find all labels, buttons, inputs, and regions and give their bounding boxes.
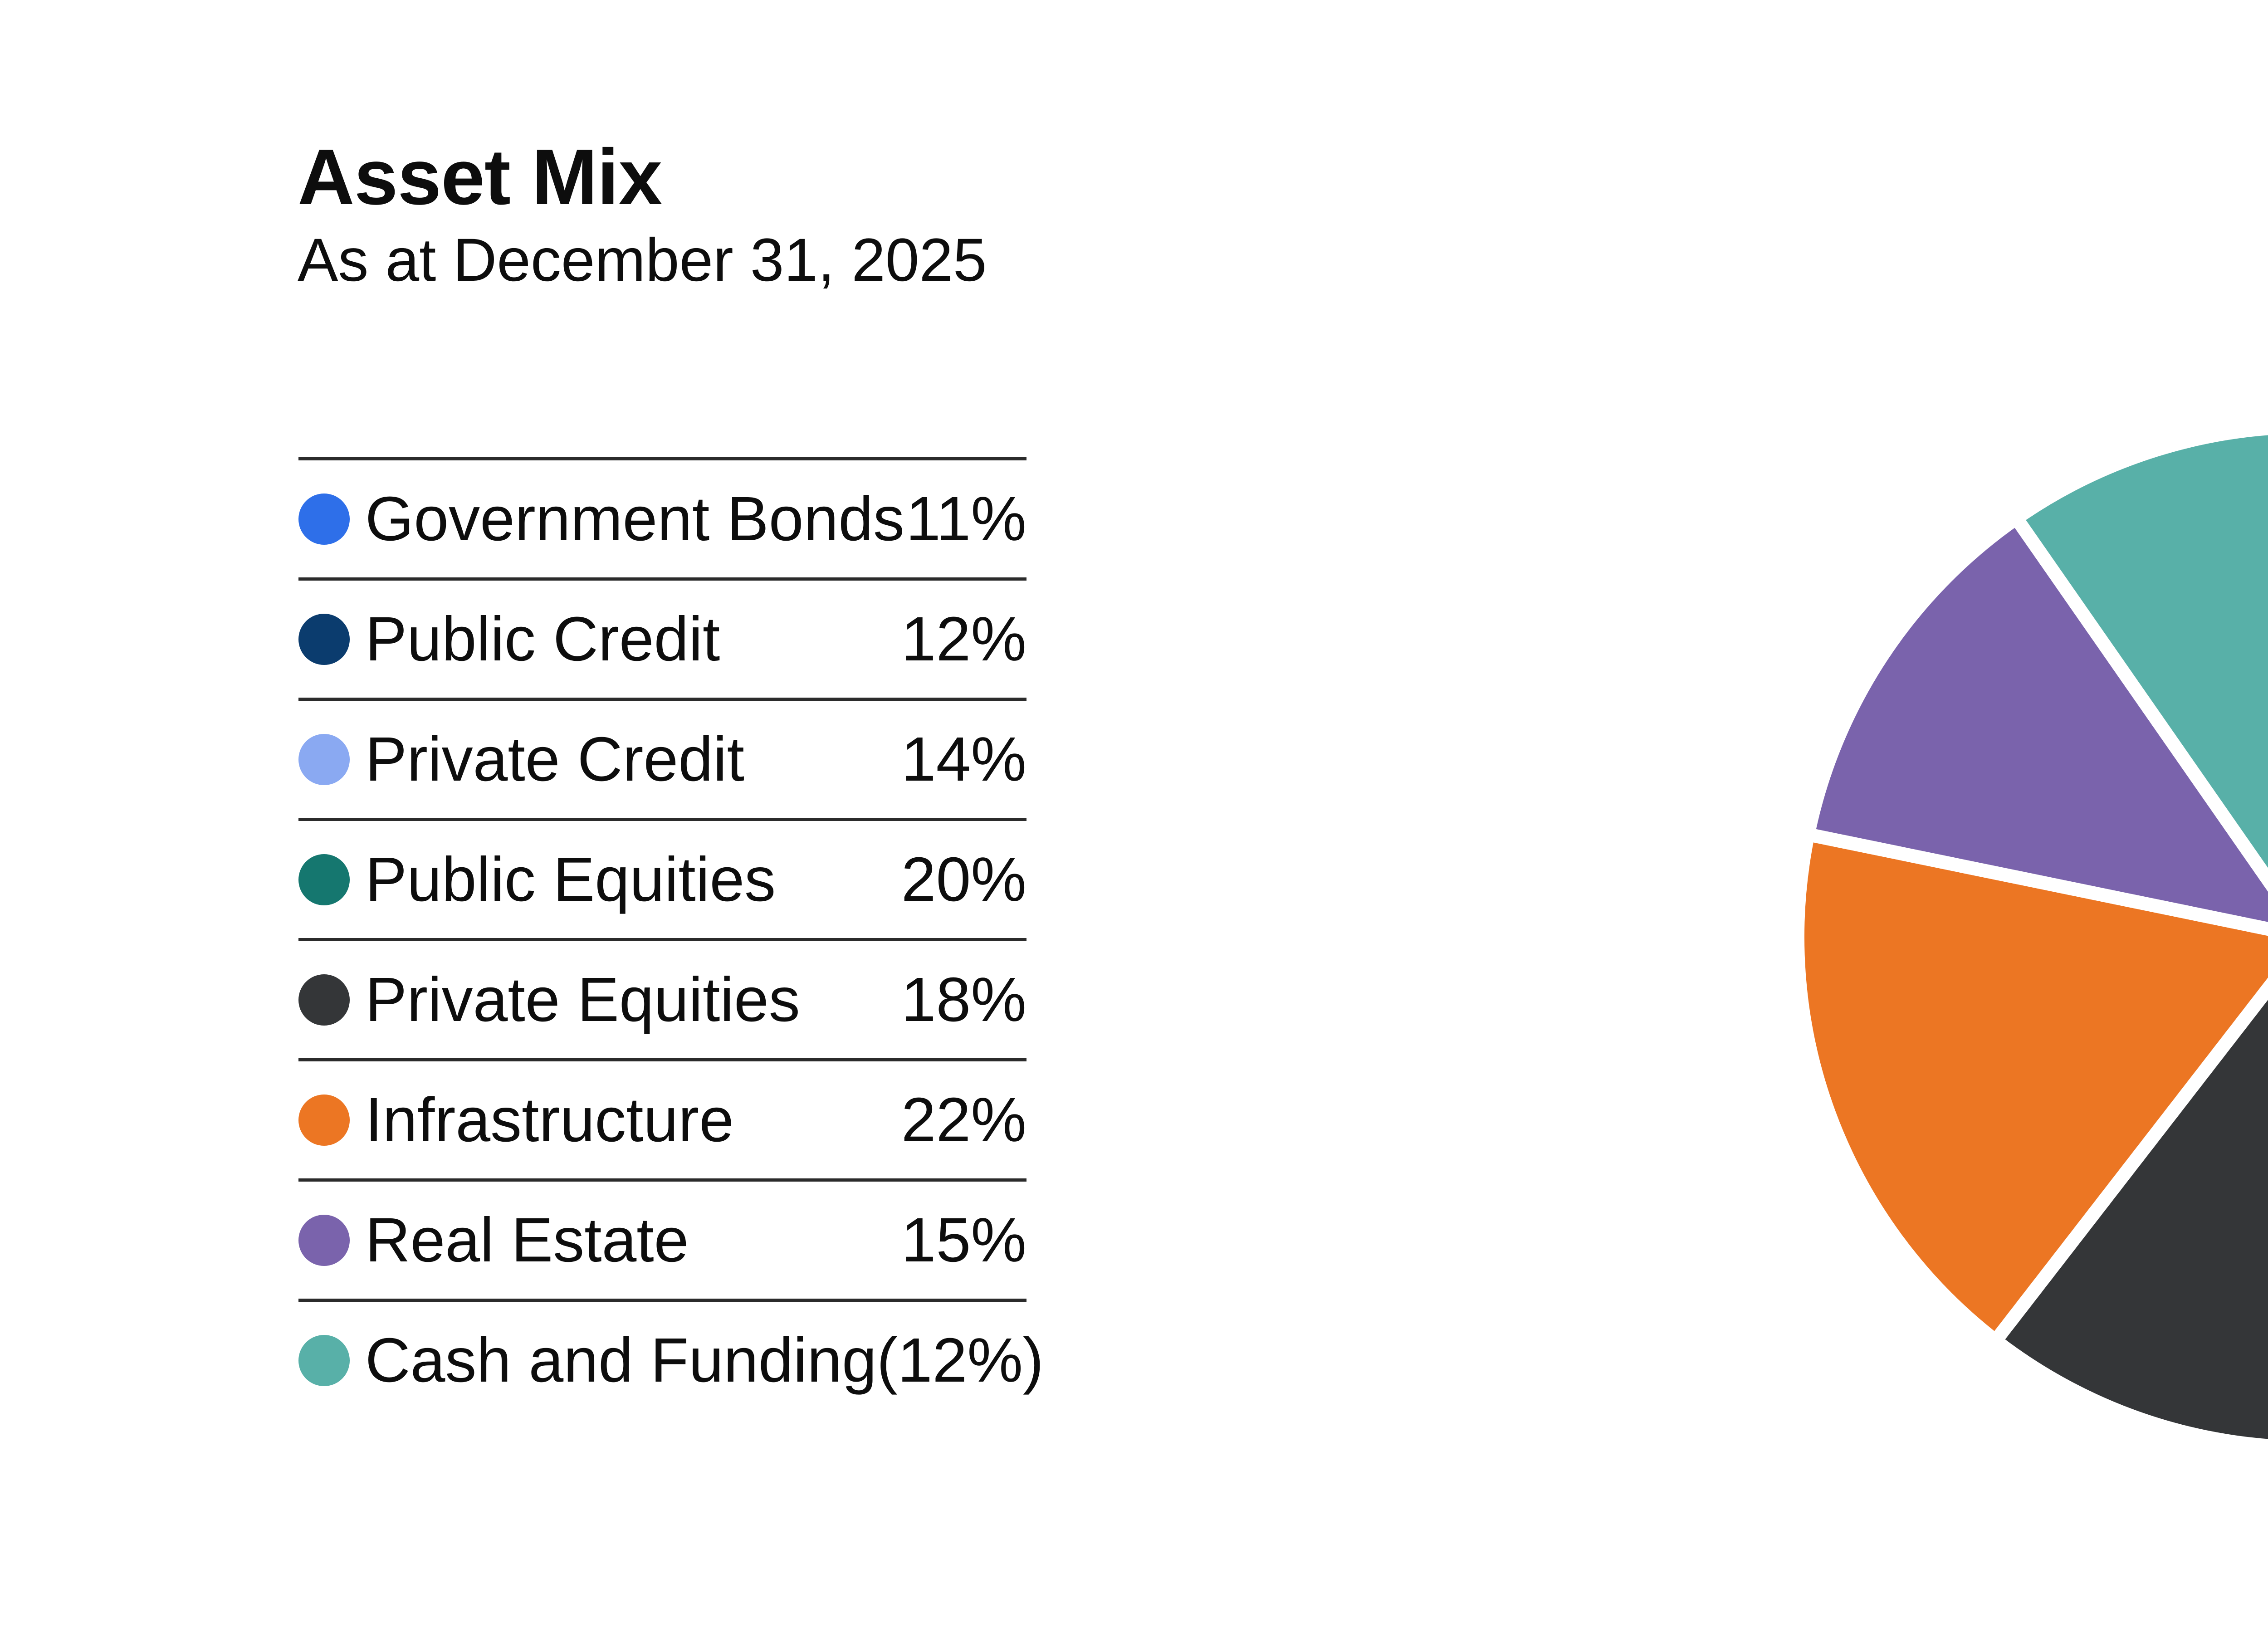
legend-row-real-estate: Real Estate 15% xyxy=(298,1178,1026,1299)
legend-label: Private Credit xyxy=(365,724,744,794)
asset-mix-pie-chart xyxy=(1794,424,2268,1451)
legend-swatch-infrastructure-icon xyxy=(298,1094,350,1146)
pie-slice-real-estate xyxy=(1801,511,2268,936)
legend-row-public-credit: Public Credit 12% xyxy=(298,577,1026,698)
legend-row-cash-and-funding: Cash and Funding (12%) xyxy=(298,1299,1044,1419)
legend-label: Infrastructure xyxy=(365,1085,734,1155)
legend-row-government-bonds: Government Bonds 11% xyxy=(298,457,1026,577)
legend-value: 14% xyxy=(901,724,1026,794)
legend-swatch-cash-and-funding-icon xyxy=(298,1334,350,1386)
pie-slice-private-equities xyxy=(1989,977,2268,1451)
legend-swatch-private-credit-icon xyxy=(298,733,350,785)
legend-label: Cash and Funding xyxy=(365,1325,877,1395)
legend-row-private-equities: Private Equities 18% xyxy=(298,938,1026,1058)
legend-swatch-public-credit-icon xyxy=(298,613,350,665)
legend-label: Public Equities xyxy=(365,845,776,914)
pie-slice-cash-and-funding xyxy=(2009,424,2268,892)
legend-value: 15% xyxy=(901,1205,1026,1275)
legend-value: 12% xyxy=(901,604,1026,674)
legend-label: Government Bonds xyxy=(365,484,904,554)
pie-slice-infrastructure xyxy=(1794,827,2268,1348)
legend-label: Real Estate xyxy=(365,1205,689,1275)
legend-swatch-public-equities-icon xyxy=(298,854,350,905)
legend-swatch-real-estate-icon xyxy=(298,1214,350,1266)
legend-value: 18% xyxy=(901,965,1026,1035)
legend-value: (12%) xyxy=(876,1325,1044,1395)
legend-row-infrastructure: Infrastructure 22% xyxy=(298,1058,1026,1178)
legend-label: Public Credit xyxy=(365,604,720,674)
legend-value: 22% xyxy=(901,1085,1026,1155)
legend-value: 20% xyxy=(901,845,1026,914)
legend-value: 11% xyxy=(906,484,1026,554)
page-title: Asset Mix xyxy=(298,132,662,221)
legend-swatch-government-bonds-icon xyxy=(298,493,350,545)
legend-row-public-equities: Public Equities 20% xyxy=(298,818,1026,938)
legend-row-private-credit: Private Credit 14% xyxy=(298,698,1026,818)
legend-table: Government Bonds 11% Public Credit 12% P… xyxy=(298,457,1044,1419)
legend-label: Private Equities xyxy=(365,965,800,1035)
legend-swatch-private-equities-icon xyxy=(298,974,350,1026)
page-subtitle: As at December 31, 2025 xyxy=(298,226,987,294)
